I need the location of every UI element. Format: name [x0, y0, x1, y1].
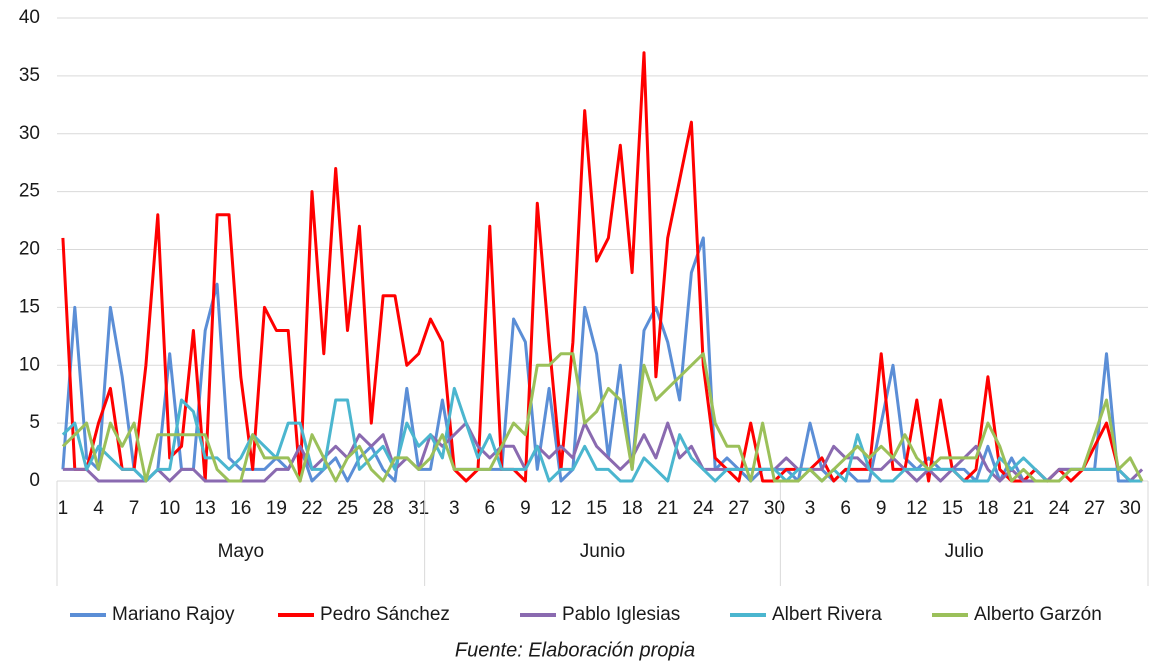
x-tick-label: 15 [586, 498, 607, 519]
y-tick-label: 0 [29, 470, 40, 491]
x-tick-label: 3 [805, 498, 816, 519]
x-tick-label: 6 [485, 498, 496, 519]
x-tick-label: 4 [93, 498, 104, 519]
y-tick-label: 35 [19, 65, 40, 86]
x-tick-label: 13 [195, 498, 216, 519]
series-line [61, 352, 1144, 483]
group-label: Mayo [218, 541, 264, 562]
x-tick-label: 18 [977, 498, 998, 519]
legend-label: Mariano Rajoy [112, 604, 235, 625]
x-tick-label: 25 [337, 498, 358, 519]
legend-label: Albert Rivera [772, 604, 882, 625]
x-tick-label: 21 [1013, 498, 1034, 519]
x-tick-label: 1 [58, 498, 69, 519]
y-tick-label: 15 [19, 296, 40, 317]
x-tick-label: 24 [1048, 498, 1070, 519]
x-tick-label: 31 [408, 498, 429, 519]
x-tick-label: 28 [373, 498, 394, 519]
series-line [62, 421, 1144, 483]
x-tick-label: 9 [520, 498, 531, 519]
y-tick-label: 30 [19, 123, 40, 144]
series-line [61, 386, 1143, 483]
y-tick-label: 10 [19, 354, 40, 375]
x-tick-label: 27 [1084, 498, 1105, 519]
x-tick-label: 7 [129, 498, 140, 519]
x-tick-label: 22 [301, 498, 322, 519]
x-tick-label: 30 [1120, 498, 1141, 519]
legend-label: Pedro Sánchez [320, 604, 450, 625]
x-tick-label: 6 [840, 498, 851, 519]
legend-label: Alberto Garzón [974, 604, 1102, 625]
x-tick-label: 10 [159, 498, 180, 519]
x-tick-label: 15 [942, 498, 963, 519]
y-tick-label: 20 [19, 239, 40, 260]
group-label: Junio [580, 541, 625, 562]
x-tick-label: 24 [693, 498, 715, 519]
x-tick-label: 30 [764, 498, 785, 519]
x-tick-label: 21 [657, 498, 678, 519]
x-tick-label: 3 [449, 498, 460, 519]
y-tick-label: 25 [19, 181, 40, 202]
x-tick-label: 9 [876, 498, 887, 519]
x-tick-label: 12 [906, 498, 927, 519]
x-tick-label: 18 [622, 498, 643, 519]
x-tick-label: 27 [728, 498, 749, 519]
y-tick-label: 5 [29, 412, 40, 433]
source-note: Fuente: Elaboración propia [455, 639, 695, 661]
group-label: Julio [945, 541, 984, 562]
y-tick-label: 40 [19, 7, 40, 28]
legend-label: Pablo Iglesias [562, 604, 680, 625]
x-tick-label: 12 [550, 498, 571, 519]
x-tick-label: 16 [230, 498, 251, 519]
x-tick-label: 19 [266, 498, 287, 519]
